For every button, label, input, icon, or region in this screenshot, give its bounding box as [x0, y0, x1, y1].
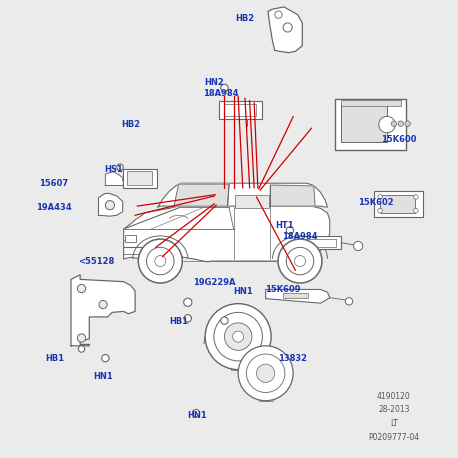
Circle shape	[405, 121, 410, 126]
Text: HN2: HN2	[204, 78, 224, 87]
Bar	[219, 101, 262, 119]
Circle shape	[117, 164, 123, 170]
Bar	[125, 234, 136, 242]
Circle shape	[233, 331, 244, 342]
Polygon shape	[105, 172, 128, 185]
Circle shape	[77, 334, 86, 342]
Text: HB2: HB2	[121, 120, 140, 129]
Circle shape	[147, 247, 174, 275]
Polygon shape	[124, 207, 234, 229]
Text: 4190120: 4190120	[377, 392, 411, 401]
Circle shape	[256, 364, 275, 382]
Polygon shape	[268, 7, 302, 53]
Text: 15607: 15607	[39, 179, 69, 188]
Bar	[380, 195, 415, 213]
Circle shape	[391, 121, 397, 126]
Circle shape	[286, 247, 314, 275]
Circle shape	[286, 227, 294, 234]
Polygon shape	[270, 185, 315, 206]
Circle shape	[278, 239, 322, 283]
Text: HS1: HS1	[104, 165, 123, 174]
Text: 19G229A: 19G229A	[193, 278, 235, 287]
Polygon shape	[174, 184, 229, 206]
Bar	[375, 191, 422, 217]
Circle shape	[275, 11, 282, 18]
Text: 19A434: 19A434	[36, 203, 72, 212]
Bar	[335, 99, 407, 150]
Circle shape	[192, 409, 200, 417]
Circle shape	[398, 121, 403, 126]
Bar	[224, 104, 256, 115]
Circle shape	[238, 346, 293, 401]
Text: HB2: HB2	[235, 14, 255, 23]
Circle shape	[205, 304, 271, 370]
Text: HB1: HB1	[45, 354, 65, 363]
Text: HB1: HB1	[169, 317, 188, 326]
Circle shape	[378, 208, 382, 213]
Circle shape	[224, 323, 252, 350]
Bar	[283, 293, 308, 298]
Text: HN1: HN1	[93, 372, 113, 381]
Circle shape	[99, 300, 107, 309]
Circle shape	[138, 239, 182, 283]
Text: 13832: 13832	[278, 354, 307, 363]
Bar	[127, 171, 152, 185]
Text: LT: LT	[390, 419, 398, 428]
Circle shape	[354, 241, 363, 251]
Text: 15K600: 15K600	[381, 135, 416, 144]
Text: HN1: HN1	[233, 287, 253, 296]
Circle shape	[77, 284, 86, 293]
Text: 15K609: 15K609	[265, 285, 301, 294]
Text: 18A984: 18A984	[282, 232, 318, 241]
Circle shape	[414, 195, 418, 199]
Circle shape	[221, 317, 228, 324]
Circle shape	[184, 298, 192, 306]
Bar	[122, 169, 157, 188]
Circle shape	[246, 354, 285, 393]
Bar	[341, 99, 401, 106]
Polygon shape	[266, 289, 330, 303]
Bar	[259, 396, 273, 401]
Bar	[298, 236, 341, 249]
Circle shape	[105, 201, 114, 210]
Circle shape	[283, 23, 292, 32]
Polygon shape	[71, 275, 135, 346]
Text: <55128: <55128	[78, 256, 114, 266]
Circle shape	[214, 312, 262, 361]
Text: HT1: HT1	[276, 221, 294, 230]
Circle shape	[345, 298, 353, 305]
Bar	[235, 195, 269, 208]
Circle shape	[155, 256, 166, 267]
Circle shape	[379, 116, 395, 133]
Circle shape	[184, 315, 191, 322]
Circle shape	[78, 346, 85, 352]
Circle shape	[221, 84, 228, 92]
Circle shape	[102, 354, 109, 362]
Text: 28-2013: 28-2013	[378, 405, 409, 414]
Text: 15K602: 15K602	[358, 198, 393, 207]
Circle shape	[294, 256, 305, 267]
Polygon shape	[98, 193, 123, 216]
Polygon shape	[124, 206, 330, 262]
Text: 18A984: 18A984	[203, 89, 239, 98]
Bar	[231, 365, 245, 370]
Bar	[304, 239, 336, 247]
Bar	[341, 105, 387, 142]
Text: P0209777-04: P0209777-04	[368, 433, 420, 442]
Circle shape	[414, 208, 418, 213]
Text: HN1: HN1	[187, 411, 207, 420]
Polygon shape	[158, 183, 327, 207]
Circle shape	[378, 195, 382, 199]
